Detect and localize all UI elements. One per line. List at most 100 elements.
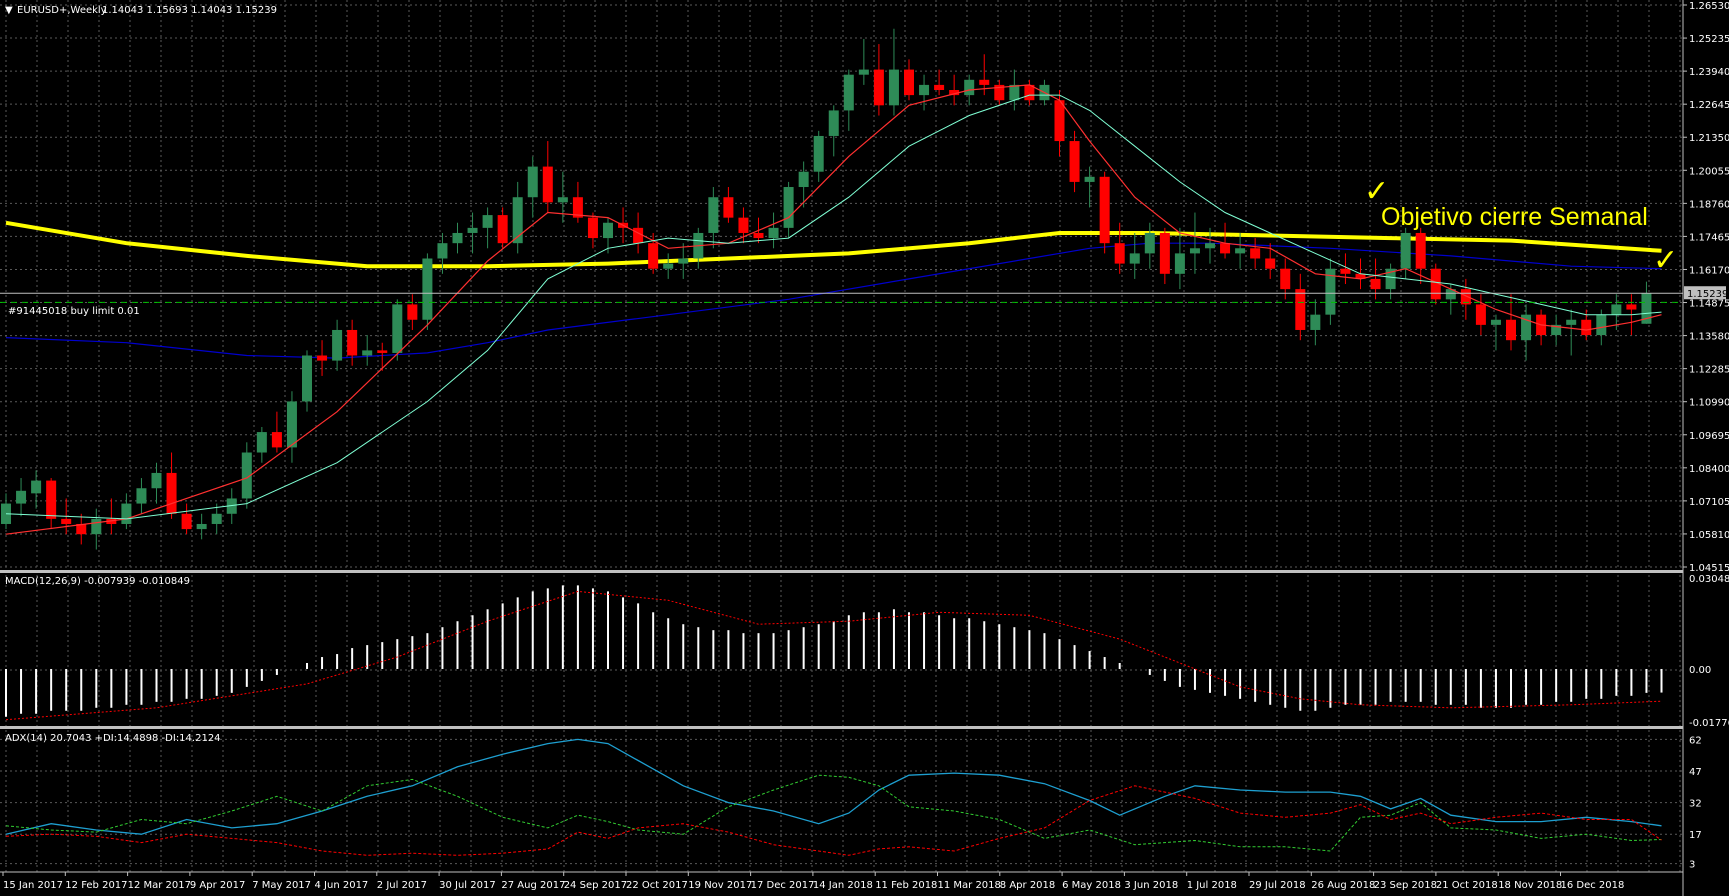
candle-body <box>723 197 734 218</box>
candle-body <box>286 401 297 448</box>
ma-fast-path <box>5 84 1662 535</box>
candle-body <box>843 74 854 111</box>
candle-body <box>994 84 1005 101</box>
candle-body <box>332 329 343 361</box>
candle-body <box>422 258 433 320</box>
macd-axis: 0.030483 0.00 -0.017763 <box>1689 574 1729 729</box>
time-tick-label: 30 Jul 2017 <box>439 880 496 891</box>
adx-axis: 62 47 32 17 3 <box>1689 735 1702 870</box>
candle-body <box>437 243 448 259</box>
time-tick-label: 3 Jun 2018 <box>1124 880 1178 891</box>
pane-separator-1[interactable] <box>0 570 1683 573</box>
price-tick-label: 1.23940 <box>1689 67 1729 78</box>
macd-signal-line <box>5 590 1662 721</box>
adx-pane[interactable] <box>5 738 1662 856</box>
order-label[interactable]: #91445018 buy limit 0.01 <box>8 306 140 317</box>
candle-body <box>1355 273 1366 279</box>
candle-body <box>392 304 403 353</box>
candle-body <box>1205 243 1215 249</box>
adx-tick-label: 3 <box>1689 860 1695 871</box>
candle-body <box>1566 319 1577 325</box>
minus-di-path <box>5 785 1662 856</box>
price-axis[interactable]: 1.26530 1.25235 1.23940 1.22645 1.21350 1.200… <box>1683 1 1729 574</box>
candle-body <box>753 232 764 239</box>
candle-body <box>1596 314 1607 336</box>
candle-body <box>302 355 312 402</box>
candle-body <box>76 523 87 535</box>
candle-body <box>1250 248 1261 259</box>
price-tick-label: 1.25235 <box>1689 34 1729 45</box>
candle-body <box>241 452 252 499</box>
time-tick-label: 21 Oct 2018 <box>1436 880 1498 891</box>
price-tick-label: 1.17465 <box>1689 232 1729 243</box>
time-tick-label: 6 May 2018 <box>1062 880 1121 891</box>
candle-body <box>1144 232 1155 254</box>
candle-body <box>1611 304 1622 315</box>
candle-body <box>858 69 869 75</box>
ohlc-caption: 1.14043 1.15693 1.14043 1.15239 <box>102 5 277 16</box>
time-tick-label: 9 Apr 2017 <box>190 880 245 891</box>
candle-body <box>1400 232 1411 269</box>
adx-path <box>5 738 1662 835</box>
price-tick-label: 1.22645 <box>1689 100 1729 111</box>
candle-body <box>798 171 809 188</box>
time-tick-label: 4 Jun 2017 <box>315 880 369 891</box>
candle-body <box>1370 278 1381 290</box>
time-tick-label: 1 Jul 2018 <box>1187 880 1237 891</box>
symbol-caption-arrow: ▼ <box>5 5 13 16</box>
candle-body <box>1551 324 1562 336</box>
candle-body <box>1220 243 1231 254</box>
time-tick-label: 11 Mar 2018 <box>938 880 1001 891</box>
candle-body <box>1129 253 1140 264</box>
price-tick-label: 1.26530 <box>1689 1 1729 12</box>
candle-body <box>828 110 839 136</box>
candle-body <box>31 480 42 494</box>
candle-body <box>888 69 899 106</box>
price-tick-label: 1.05810 <box>1689 530 1729 541</box>
pane-separator-2[interactable] <box>0 726 1683 729</box>
candle-body <box>557 197 568 203</box>
candle-body <box>1295 289 1306 330</box>
candle-body <box>452 232 463 244</box>
candle-body <box>256 432 267 453</box>
price-tick-label: 1.21350 <box>1689 133 1729 144</box>
ma-fast-line <box>5 84 1662 535</box>
candle-body <box>1280 268 1291 290</box>
candle-body <box>1430 268 1441 300</box>
candle-body <box>979 79 990 85</box>
candle-body <box>542 166 553 203</box>
candle-body <box>271 432 282 448</box>
candle-body <box>1340 268 1351 274</box>
candle-body <box>678 258 689 264</box>
candle-body <box>1506 319 1516 341</box>
time-tick-label: 12 Feb 2017 <box>65 880 127 891</box>
symbol-caption: EURUSD+,Weekly <box>17 5 107 16</box>
candle-body <box>136 488 147 504</box>
candle-body <box>1 503 11 524</box>
candle-body <box>1099 176 1110 244</box>
adx-tick-label: 17 <box>1689 830 1702 841</box>
candle-body <box>1084 176 1095 182</box>
candle-body <box>1310 314 1321 330</box>
price-pane[interactable] <box>0 28 1683 550</box>
time-tick-label: 8 Apr 2018 <box>1000 880 1055 891</box>
candle-body <box>587 217 598 239</box>
price-tick-label: 1.10990 <box>1689 398 1729 409</box>
candle-body <box>482 215 493 228</box>
candle-body <box>648 243 659 269</box>
candle-body <box>738 217 749 233</box>
time-tick-label: 26 Aug 2018 <box>1311 880 1375 891</box>
candle-body <box>362 350 373 356</box>
ma-200-line <box>5 220 1662 269</box>
time-tick-label: 18 Nov 2018 <box>1498 880 1562 891</box>
candle-body <box>1235 248 1246 254</box>
time-tick-label: 12 Mar 2017 <box>128 880 191 891</box>
macd-pane[interactable] <box>0 585 1683 721</box>
candle-body <box>1009 84 1020 101</box>
candle-body <box>813 135 824 172</box>
checkmark-icon: ✓ <box>1364 174 1389 209</box>
candle-body <box>211 513 222 524</box>
adx-tick-label: 62 <box>1689 735 1702 746</box>
